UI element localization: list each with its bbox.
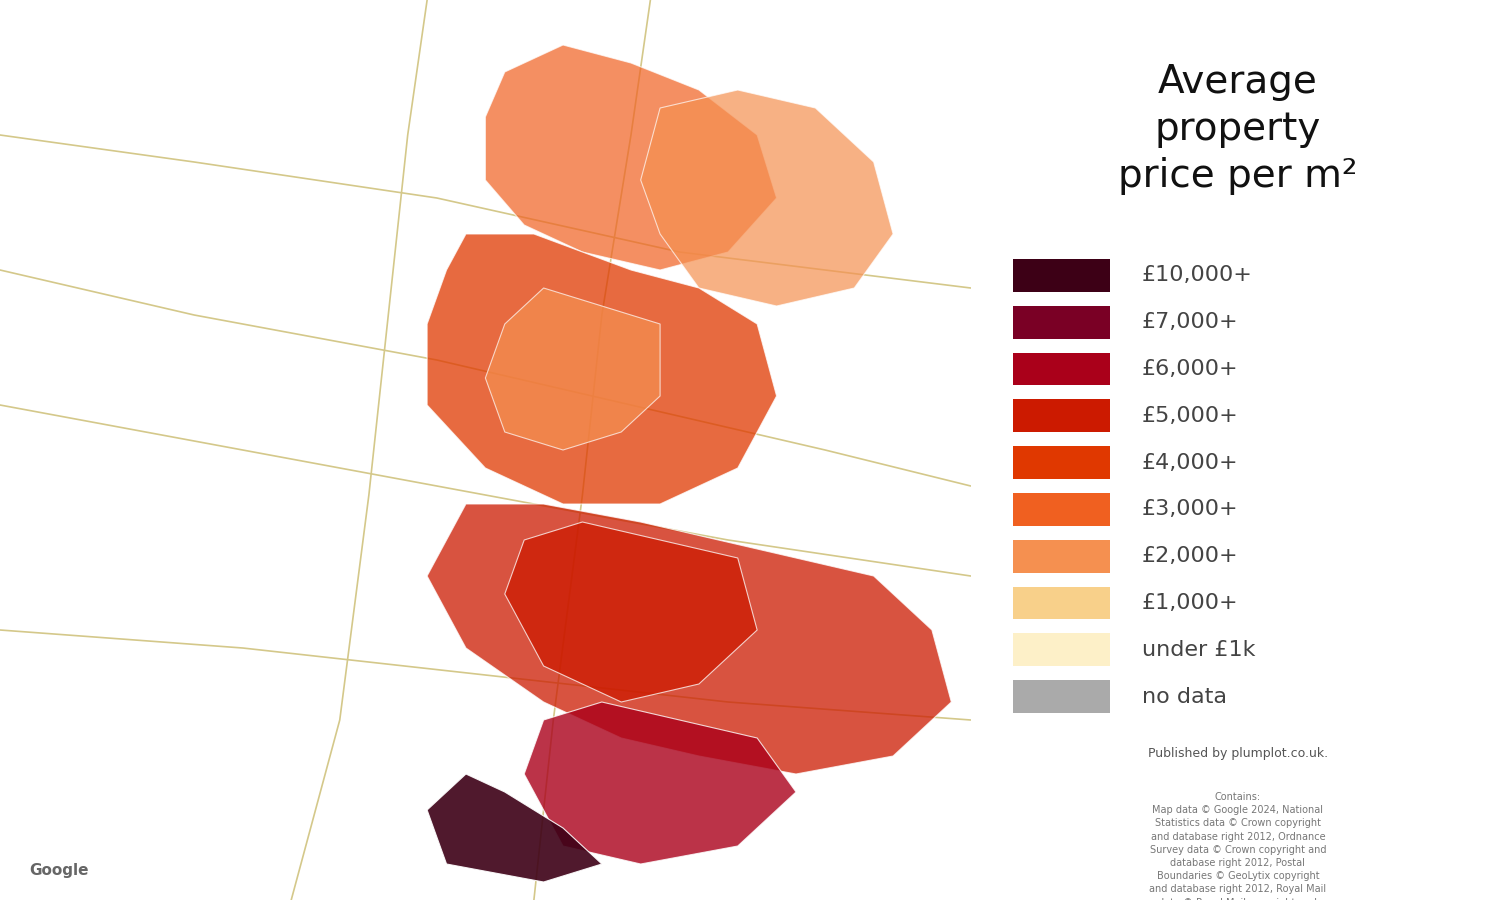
Polygon shape xyxy=(485,45,777,270)
Text: Contains:
Map data © Google 2024, National
Statistics data © Crown copyright
and: Contains: Map data © Google 2024, Nation… xyxy=(1150,792,1326,900)
Text: no data: no data xyxy=(1142,687,1227,707)
FancyBboxPatch shape xyxy=(1013,259,1109,292)
FancyBboxPatch shape xyxy=(1013,540,1109,572)
Text: £1,000+: £1,000+ xyxy=(1142,593,1239,613)
Text: Google: Google xyxy=(29,862,89,878)
Text: £2,000+: £2,000+ xyxy=(1142,546,1239,566)
Polygon shape xyxy=(641,90,892,306)
Polygon shape xyxy=(427,774,602,882)
FancyBboxPatch shape xyxy=(1013,306,1109,338)
Polygon shape xyxy=(427,504,951,774)
Text: £6,000+: £6,000+ xyxy=(1142,359,1239,379)
Text: £7,000+: £7,000+ xyxy=(1142,312,1239,332)
Text: Published by plumplot.co.uk.: Published by plumplot.co.uk. xyxy=(1148,747,1327,760)
Text: £4,000+: £4,000+ xyxy=(1142,453,1239,472)
FancyBboxPatch shape xyxy=(1013,446,1109,479)
Text: £10,000+: £10,000+ xyxy=(1142,266,1252,285)
Polygon shape xyxy=(427,234,777,504)
FancyBboxPatch shape xyxy=(1013,587,1109,619)
FancyBboxPatch shape xyxy=(1013,680,1109,713)
Polygon shape xyxy=(524,702,796,864)
FancyBboxPatch shape xyxy=(1013,353,1109,385)
FancyBboxPatch shape xyxy=(1013,400,1109,432)
Polygon shape xyxy=(485,288,661,450)
Text: Average
property
price per m²: Average property price per m² xyxy=(1118,63,1358,195)
Polygon shape xyxy=(504,522,757,702)
Text: under £1k: under £1k xyxy=(1142,640,1255,660)
Text: £5,000+: £5,000+ xyxy=(1142,406,1239,426)
FancyBboxPatch shape xyxy=(1013,493,1109,526)
Text: £3,000+: £3,000+ xyxy=(1142,500,1239,519)
FancyBboxPatch shape xyxy=(1013,634,1109,666)
